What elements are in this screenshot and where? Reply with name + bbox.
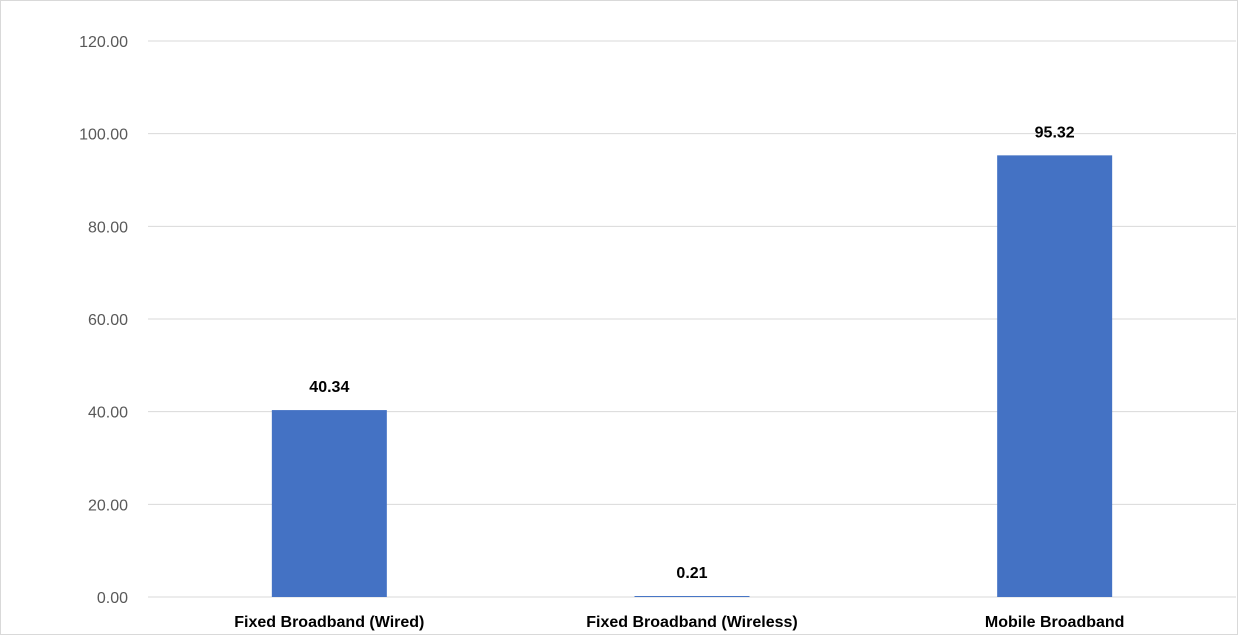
bar <box>997 155 1113 598</box>
y-tick-label: 20.00 <box>88 497 128 514</box>
x-axis-category-labels: Fixed Broadband (Wired) Fixed Broadband (… <box>234 614 1124 631</box>
y-tick-label: 40.00 <box>88 405 128 422</box>
bar <box>634 596 750 597</box>
y-tick-label: 120.00 <box>79 34 128 51</box>
x-category-label: Mobile Broadband <box>985 614 1125 631</box>
y-tick-label: 60.00 <box>88 312 128 329</box>
y-tick-label: 0.00 <box>97 590 128 607</box>
x-category-label: Fixed Broadband (Wireless) <box>586 614 797 631</box>
y-tick-label: 80.00 <box>88 219 128 236</box>
bars <box>271 155 1113 598</box>
x-category-label: Fixed Broadband (Wired) <box>234 614 424 631</box>
y-tick-label: 100.00 <box>79 127 128 144</box>
data-labels: 40.34 0.21 95.32 <box>309 124 1074 582</box>
y-axis-tick-labels: 0.00 20.00 40.00 60.00 80.00 100.00 120.00 <box>79 34 128 607</box>
data-label: 95.32 <box>1035 124 1075 141</box>
data-label: 40.34 <box>309 379 349 396</box>
data-label: 0.21 <box>676 565 707 582</box>
bar <box>271 410 387 597</box>
